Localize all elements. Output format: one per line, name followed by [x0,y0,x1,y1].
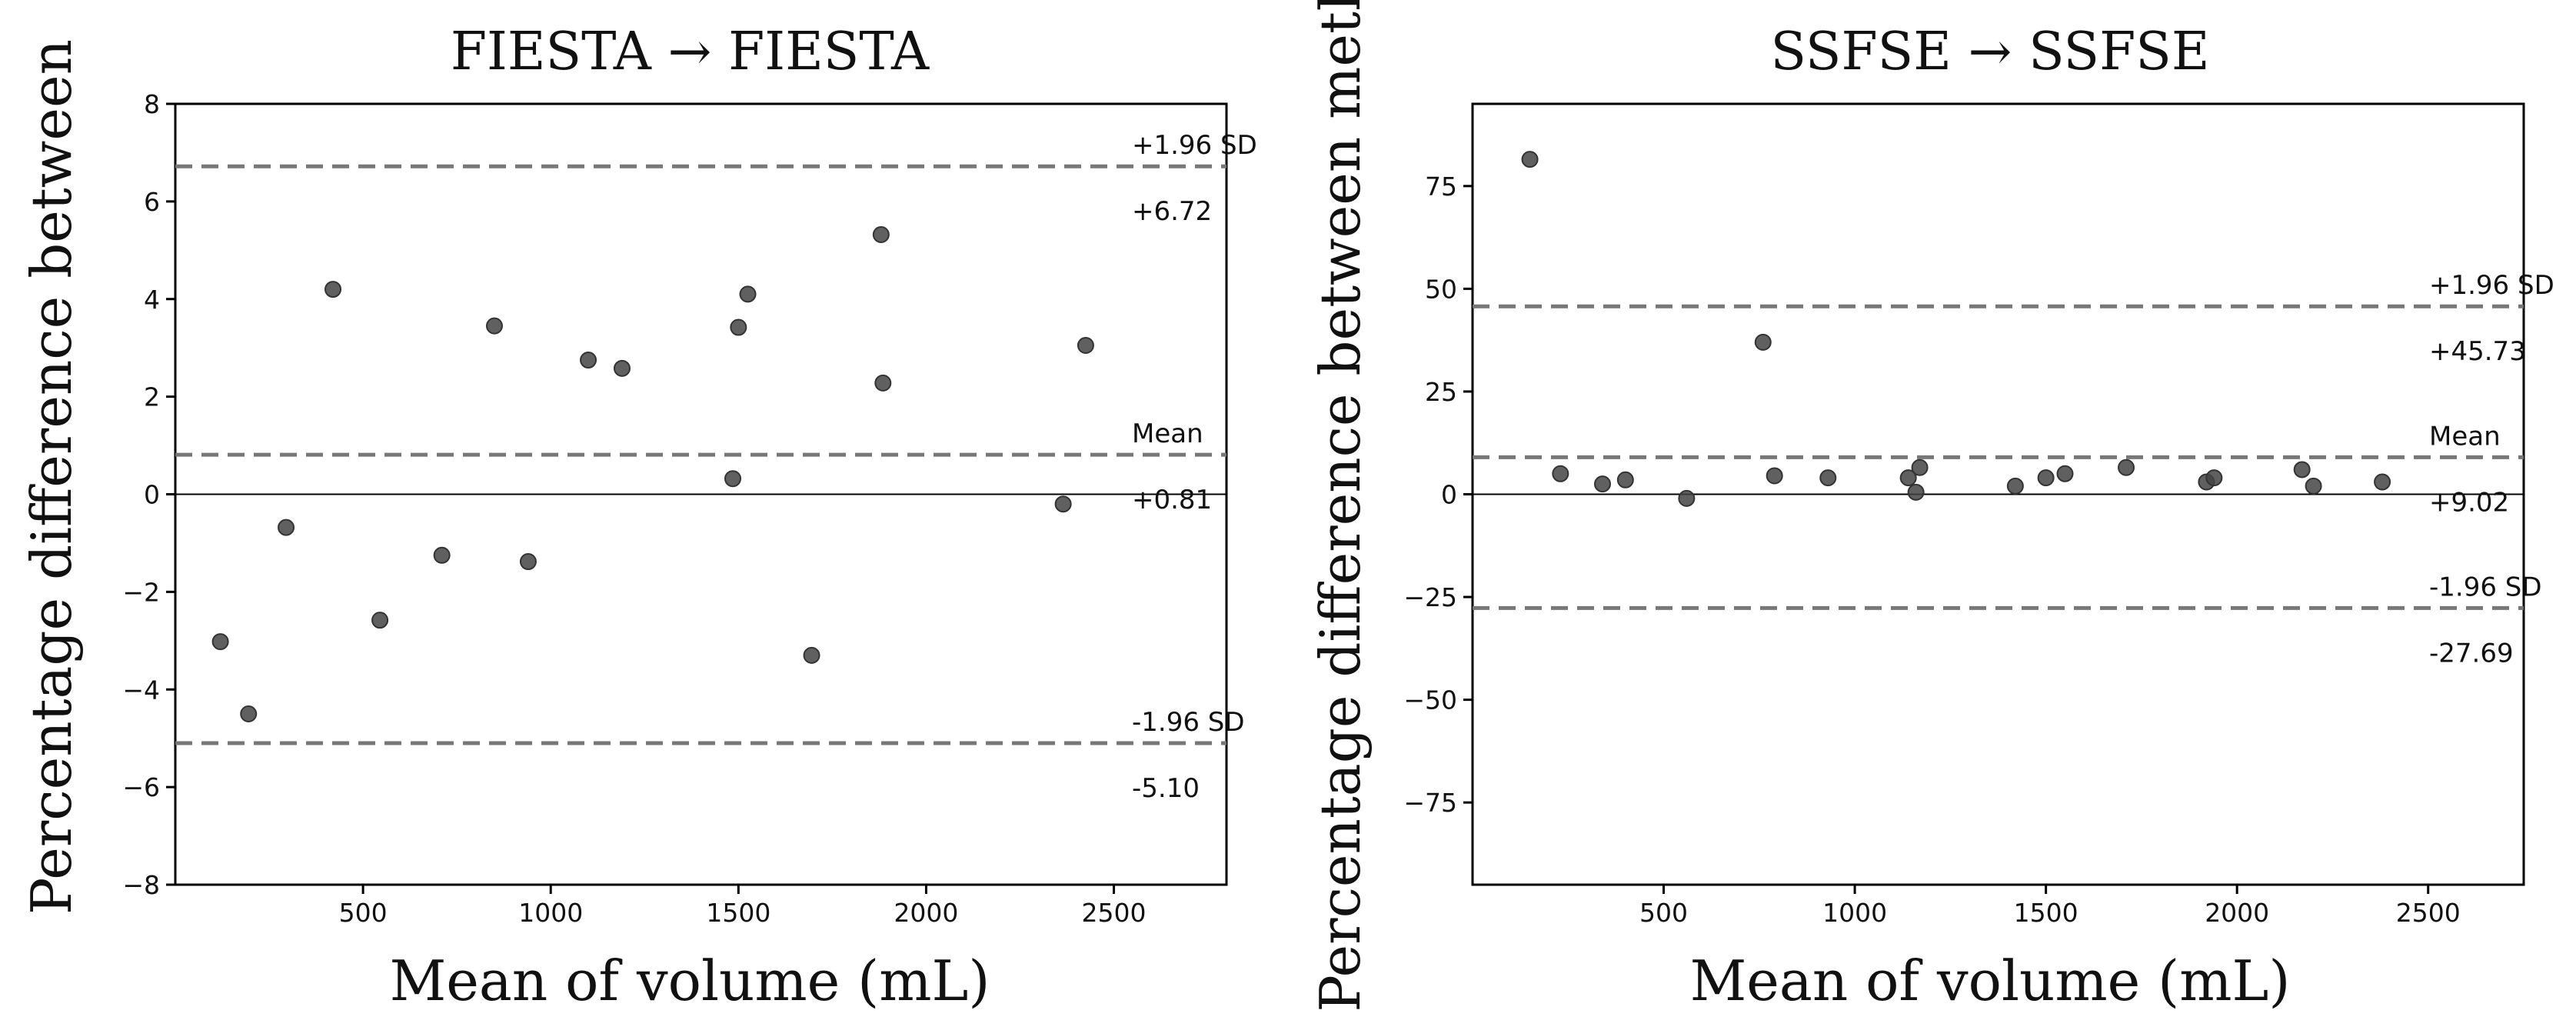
data-point [2118,458,2135,476]
data-point [2006,477,2024,495]
data-point [1521,151,1539,168]
y-tick-label: 50 [1425,274,1457,304]
x-axis-label: Mean of volume (mL) [1690,949,2291,1013]
x-tick-label: 2500 [2396,898,2461,928]
y-tick-label: 75 [1425,172,1457,202]
upper-line-value: +6.72 [1132,196,1212,227]
data-point [1754,333,1772,351]
x-tick-label: 1000 [518,898,583,928]
y-tick-label: 2 [144,382,160,412]
data-point [211,633,229,651]
x-tick-label: 1500 [2014,898,2078,928]
mean-line-value: +9.02 [2429,487,2509,518]
data-point [1054,495,1072,513]
y-tick-label: −25 [1403,582,1457,612]
axis-ticks: 500 1000 1500 2000 2500 −8 −6 −4 −2 0 2 4 6 8 [122,89,1146,928]
axis-ticks: 500 1000 1500 2000 2500 −75 −50 −25 0 25 50 75 [1403,172,2460,928]
mean-line-label: Mean [2429,421,2501,452]
data-point [2305,477,2322,495]
data-point [1594,475,1612,493]
y-tick-label: −6 [122,772,160,802]
data-point [1766,467,1783,485]
data-point [1616,471,1634,488]
data-point [2374,473,2391,491]
x-tick-label: 1500 [706,898,770,928]
lower-line-label: -1.96 SD [2429,572,2542,602]
mean-line-value: +0.81 [1132,485,1212,515]
fiesta-chart: FIESTA → FIESTA Mean of volume (mL) Perc… [19,22,1257,1013]
data-point [613,359,631,377]
data-point [278,519,295,536]
data-point [1899,469,1917,487]
data-points [211,226,1094,722]
y-tick-label: 0 [144,480,160,510]
x-tick-label: 500 [339,898,388,928]
lower-line-label: -1.96 SD [1132,707,1245,738]
y-tick-label: −75 [1403,788,1457,818]
data-point [2056,465,2074,482]
data-point [1907,483,1925,501]
data-point [580,352,597,369]
data-point [485,317,503,335]
y-axis-label: Percentage difference between [19,39,84,915]
y-axis-label: Percentage difference between meth- [1308,0,1373,1012]
data-point [1819,469,1837,487]
x-tick-label: 2000 [2205,898,2269,928]
x-axis-label: Mean of volume (mL) [390,949,990,1013]
x-tick-label: 2500 [1082,898,1147,928]
y-tick-label: 4 [144,285,160,315]
data-point [803,646,820,664]
data-point [371,612,389,629]
data-point [2205,469,2223,487]
data-point [1552,465,1569,482]
lower-line-value: -5.10 [1132,773,1200,804]
data-point [2037,469,2055,487]
y-tick-label: 6 [144,187,160,217]
data-point [324,281,342,298]
chart-title: FIESTA → FIESTA [451,22,930,82]
data-point [240,705,258,722]
mean-line-label: Mean [1132,418,1203,449]
lower-line-value: -27.69 [2429,638,2514,669]
data-point [739,285,757,303]
y-tick-label: −50 [1403,685,1457,715]
y-tick-label: 8 [144,89,160,119]
x-tick-label: 2000 [894,898,958,928]
x-tick-label: 1000 [1822,898,1887,928]
data-point [872,226,890,244]
data-point [874,374,892,392]
y-tick-label: −8 [122,870,160,900]
data-point [519,553,537,571]
data-point [1911,458,1929,476]
data-point [2293,461,2311,478]
data-point [730,318,747,336]
reference-lines: +1.96 SD +45.73 Mean +9.02 -1.96 SD -27.69 [1473,270,2554,669]
x-tick-label: 500 [1639,898,1688,928]
y-tick-label: −4 [122,675,160,705]
data-point [1077,337,1094,355]
y-tick-label: 0 [1441,480,1457,510]
y-tick-label: 25 [1425,377,1457,407]
data-points [1521,151,2391,507]
reference-lines: +1.96 SD +6.72 Mean +0.81 -1.96 SD -5.10 [175,130,1257,804]
data-point [433,546,451,564]
data-point [1678,489,1696,507]
upper-line-label: +1.96 SD [1132,130,1257,161]
chart-title: SSFSE → SSFSE [1771,22,2210,82]
ssfse-chart: SSFSE → SSFSE Mean of volume (mL) Percen… [1308,0,2554,1013]
upper-line-value: +45.73 [2429,336,2526,367]
y-tick-label: −2 [122,577,160,607]
data-point [724,470,741,488]
upper-line-label: +1.96 SD [2429,270,2554,301]
